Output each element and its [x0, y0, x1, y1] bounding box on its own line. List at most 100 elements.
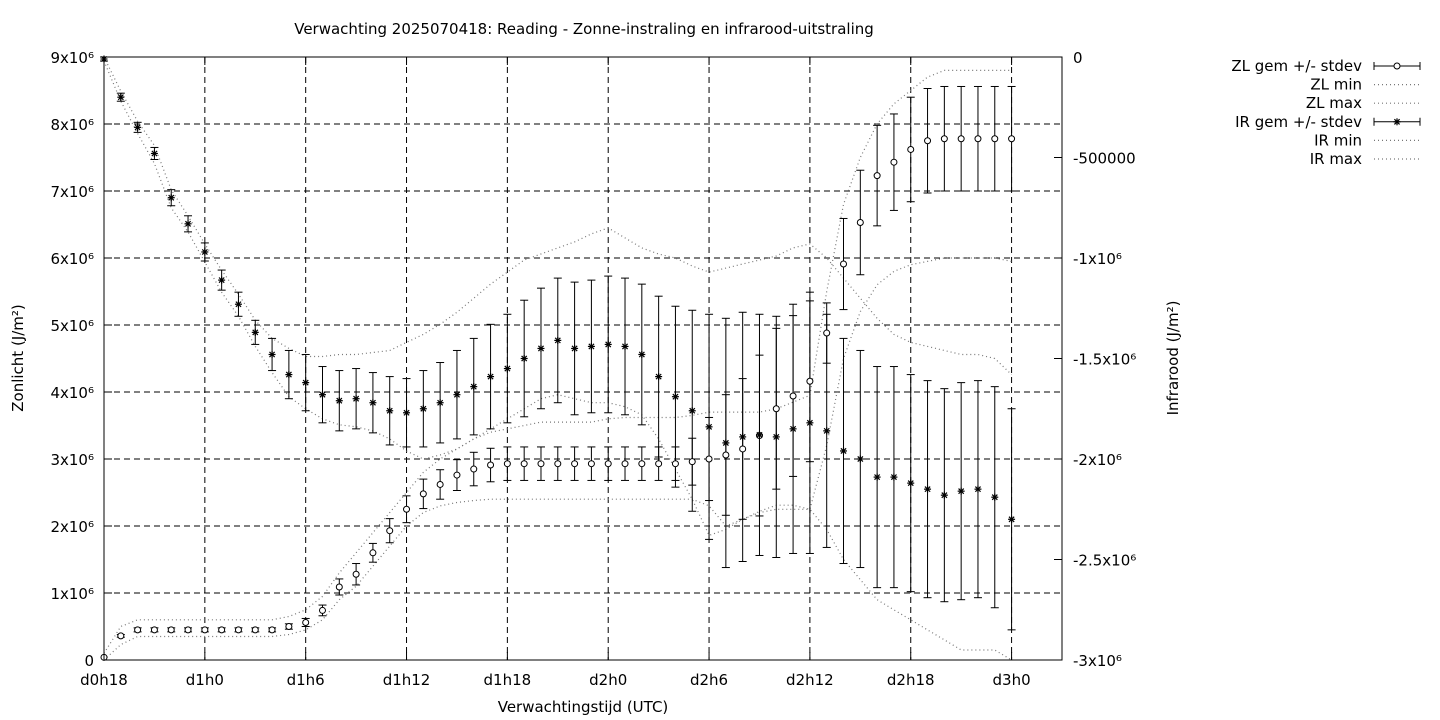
y2-tick-label: -1x10⁶: [1073, 250, 1122, 268]
point-zl-gem-stdev: [134, 626, 142, 634]
y2-tick-label: -2x10⁶: [1073, 451, 1122, 469]
x-axis-label: Verwachtingstijd (UTC): [498, 698, 669, 716]
y2-tick-label: 0: [1073, 49, 1083, 67]
point-zl-gem-stdev: [184, 626, 192, 634]
tick-labels: d0h18 d1h0 d1h6 d1h12 d1h18 d2h0 d2h6 d2h12 d2h1…: [50, 49, 1136, 689]
point-ir-gem-stdev: [403, 409, 411, 417]
point-zl-gem-stdev: [974, 135, 982, 143]
point-zl-gem-stdev: [268, 626, 276, 634]
point-ir-gem-stdev: [655, 373, 663, 381]
x-tick-label: d1h6: [287, 671, 325, 689]
plot-frame: [103, 56, 1063, 661]
legend-swatch-zl-gem-stdev: [1373, 62, 1421, 70]
point-ir-gem-stdev: [318, 391, 326, 399]
point-zl-gem-stdev: [604, 460, 612, 468]
error-bars: [100, 56, 1016, 638]
y-tick-label: 9x10⁶: [50, 49, 94, 67]
point-ir-gem-stdev: [806, 419, 814, 427]
y-axis-label: Zonlicht (J/m²): [9, 304, 27, 412]
point-zl-gem-stdev: [234, 626, 242, 634]
point-ir-gem-stdev: [167, 194, 175, 202]
point-zl-gem-stdev: [638, 460, 646, 468]
y-tick-label: 8x10⁶: [50, 116, 94, 134]
data-points: [100, 55, 1016, 661]
point-ir-gem-stdev: [268, 350, 276, 358]
point-ir-gem-stdev: [671, 393, 679, 401]
point-zl-gem-stdev: [218, 626, 226, 634]
point-zl-gem-stdev: [251, 626, 259, 634]
point-ir-gem-stdev: [335, 397, 343, 405]
legend-marker-ir-gem-stdev: [1393, 118, 1401, 126]
point-ir-gem-stdev: [840, 447, 848, 455]
point-ir-gem-stdev: [890, 473, 898, 481]
point-zl-gem-stdev: [924, 137, 932, 145]
point-zl-gem-stdev: [201, 626, 209, 634]
x-tick-label: d2h18: [887, 671, 935, 689]
legend-swatch-ir-gem-stdev: [1373, 117, 1421, 126]
point-ir-gem-stdev: [470, 383, 478, 391]
point-zl-gem-stdev: [722, 451, 730, 459]
point-zl-gem-stdev: [739, 445, 747, 453]
point-ir-gem-stdev: [369, 399, 377, 407]
y-tick-label: 7x10⁶: [50, 183, 94, 201]
y2-tick-label: -2.5x10⁶: [1073, 552, 1136, 570]
point-zl-gem-stdev: [907, 145, 915, 153]
point-zl-gem-stdev: [403, 505, 411, 513]
y-tick-label: 4x10⁶: [50, 384, 94, 402]
x-tick-label: d1h12: [383, 671, 431, 689]
point-zl-gem-stdev: [772, 405, 780, 413]
x-tick-label: d1h18: [484, 671, 532, 689]
point-ir-gem-stdev: [201, 248, 209, 256]
point-ir-gem-stdev: [520, 355, 528, 362]
point-zl-gem-stdev: [520, 460, 528, 468]
point-ir-gem-stdev: [873, 473, 881, 481]
point-ir-gem-stdev: [688, 407, 696, 415]
y-tick-label: 2x10⁶: [50, 518, 94, 536]
point-ir-gem-stdev: [957, 487, 965, 495]
point-ir-gem-stdev: [386, 407, 394, 415]
legend-label-zl-max: ZL max: [1306, 94, 1362, 112]
point-zl-gem-stdev: [587, 460, 595, 468]
chart-title: Verwachting 2025070418: Reading - Zonne-…: [294, 20, 874, 38]
point-zl-gem-stdev: [302, 618, 310, 626]
point-zl-gem-stdev: [554, 460, 562, 468]
grid-lines: [104, 57, 1062, 660]
point-zl-gem-stdev: [840, 260, 848, 268]
point-ir-gem-stdev: [571, 344, 579, 352]
point-zl-gem-stdev: [671, 460, 679, 468]
point-ir-gem-stdev: [974, 485, 982, 493]
point-zl-gem-stdev: [335, 583, 343, 591]
point-ir-gem-stdev: [739, 433, 747, 441]
legend-label-ir-max: IR max: [1310, 150, 1362, 168]
point-ir-gem-stdev: [352, 395, 360, 403]
point-ir-gem-stdev: [150, 149, 158, 157]
point-zl-gem-stdev: [806, 377, 814, 385]
point-zl-gem-stdev: [419, 490, 427, 498]
y2-tick-label: -500000: [1073, 150, 1136, 168]
point-ir-gem-stdev: [184, 220, 192, 228]
point-zl-gem-stdev: [873, 172, 881, 180]
point-ir-gem-stdev: [285, 371, 293, 379]
point-zl-gem-stdev: [503, 460, 511, 468]
point-zl-gem-stdev: [369, 549, 377, 557]
point-zl-gem-stdev: [150, 626, 158, 634]
point-zl-gem-stdev: [470, 465, 478, 473]
point-zl-gem-stdev: [537, 460, 545, 468]
y-tick-label: 5x10⁶: [50, 317, 94, 335]
point-ir-gem-stdev: [940, 491, 948, 499]
point-zl-gem-stdev: [705, 455, 713, 463]
point-zl-gem-stdev: [991, 135, 999, 143]
point-zl-gem-stdev: [856, 218, 864, 226]
y-tick-label: 1x10⁶: [50, 585, 94, 603]
line-zl-min: [103, 257, 1012, 661]
point-ir-gem-stdev: [604, 340, 612, 348]
point-ir-gem-stdev: [907, 479, 915, 487]
legend-label-zl-gem-stdev: ZL gem +/- stdev: [1231, 57, 1362, 75]
point-ir-gem-stdev: [234, 300, 242, 308]
point-zl-gem-stdev: [890, 158, 898, 166]
point-ir-gem-stdev: [554, 336, 562, 344]
point-ir-gem-stdev: [587, 342, 595, 350]
point-ir-gem-stdev: [924, 485, 932, 493]
point-zl-gem-stdev: [823, 329, 831, 337]
